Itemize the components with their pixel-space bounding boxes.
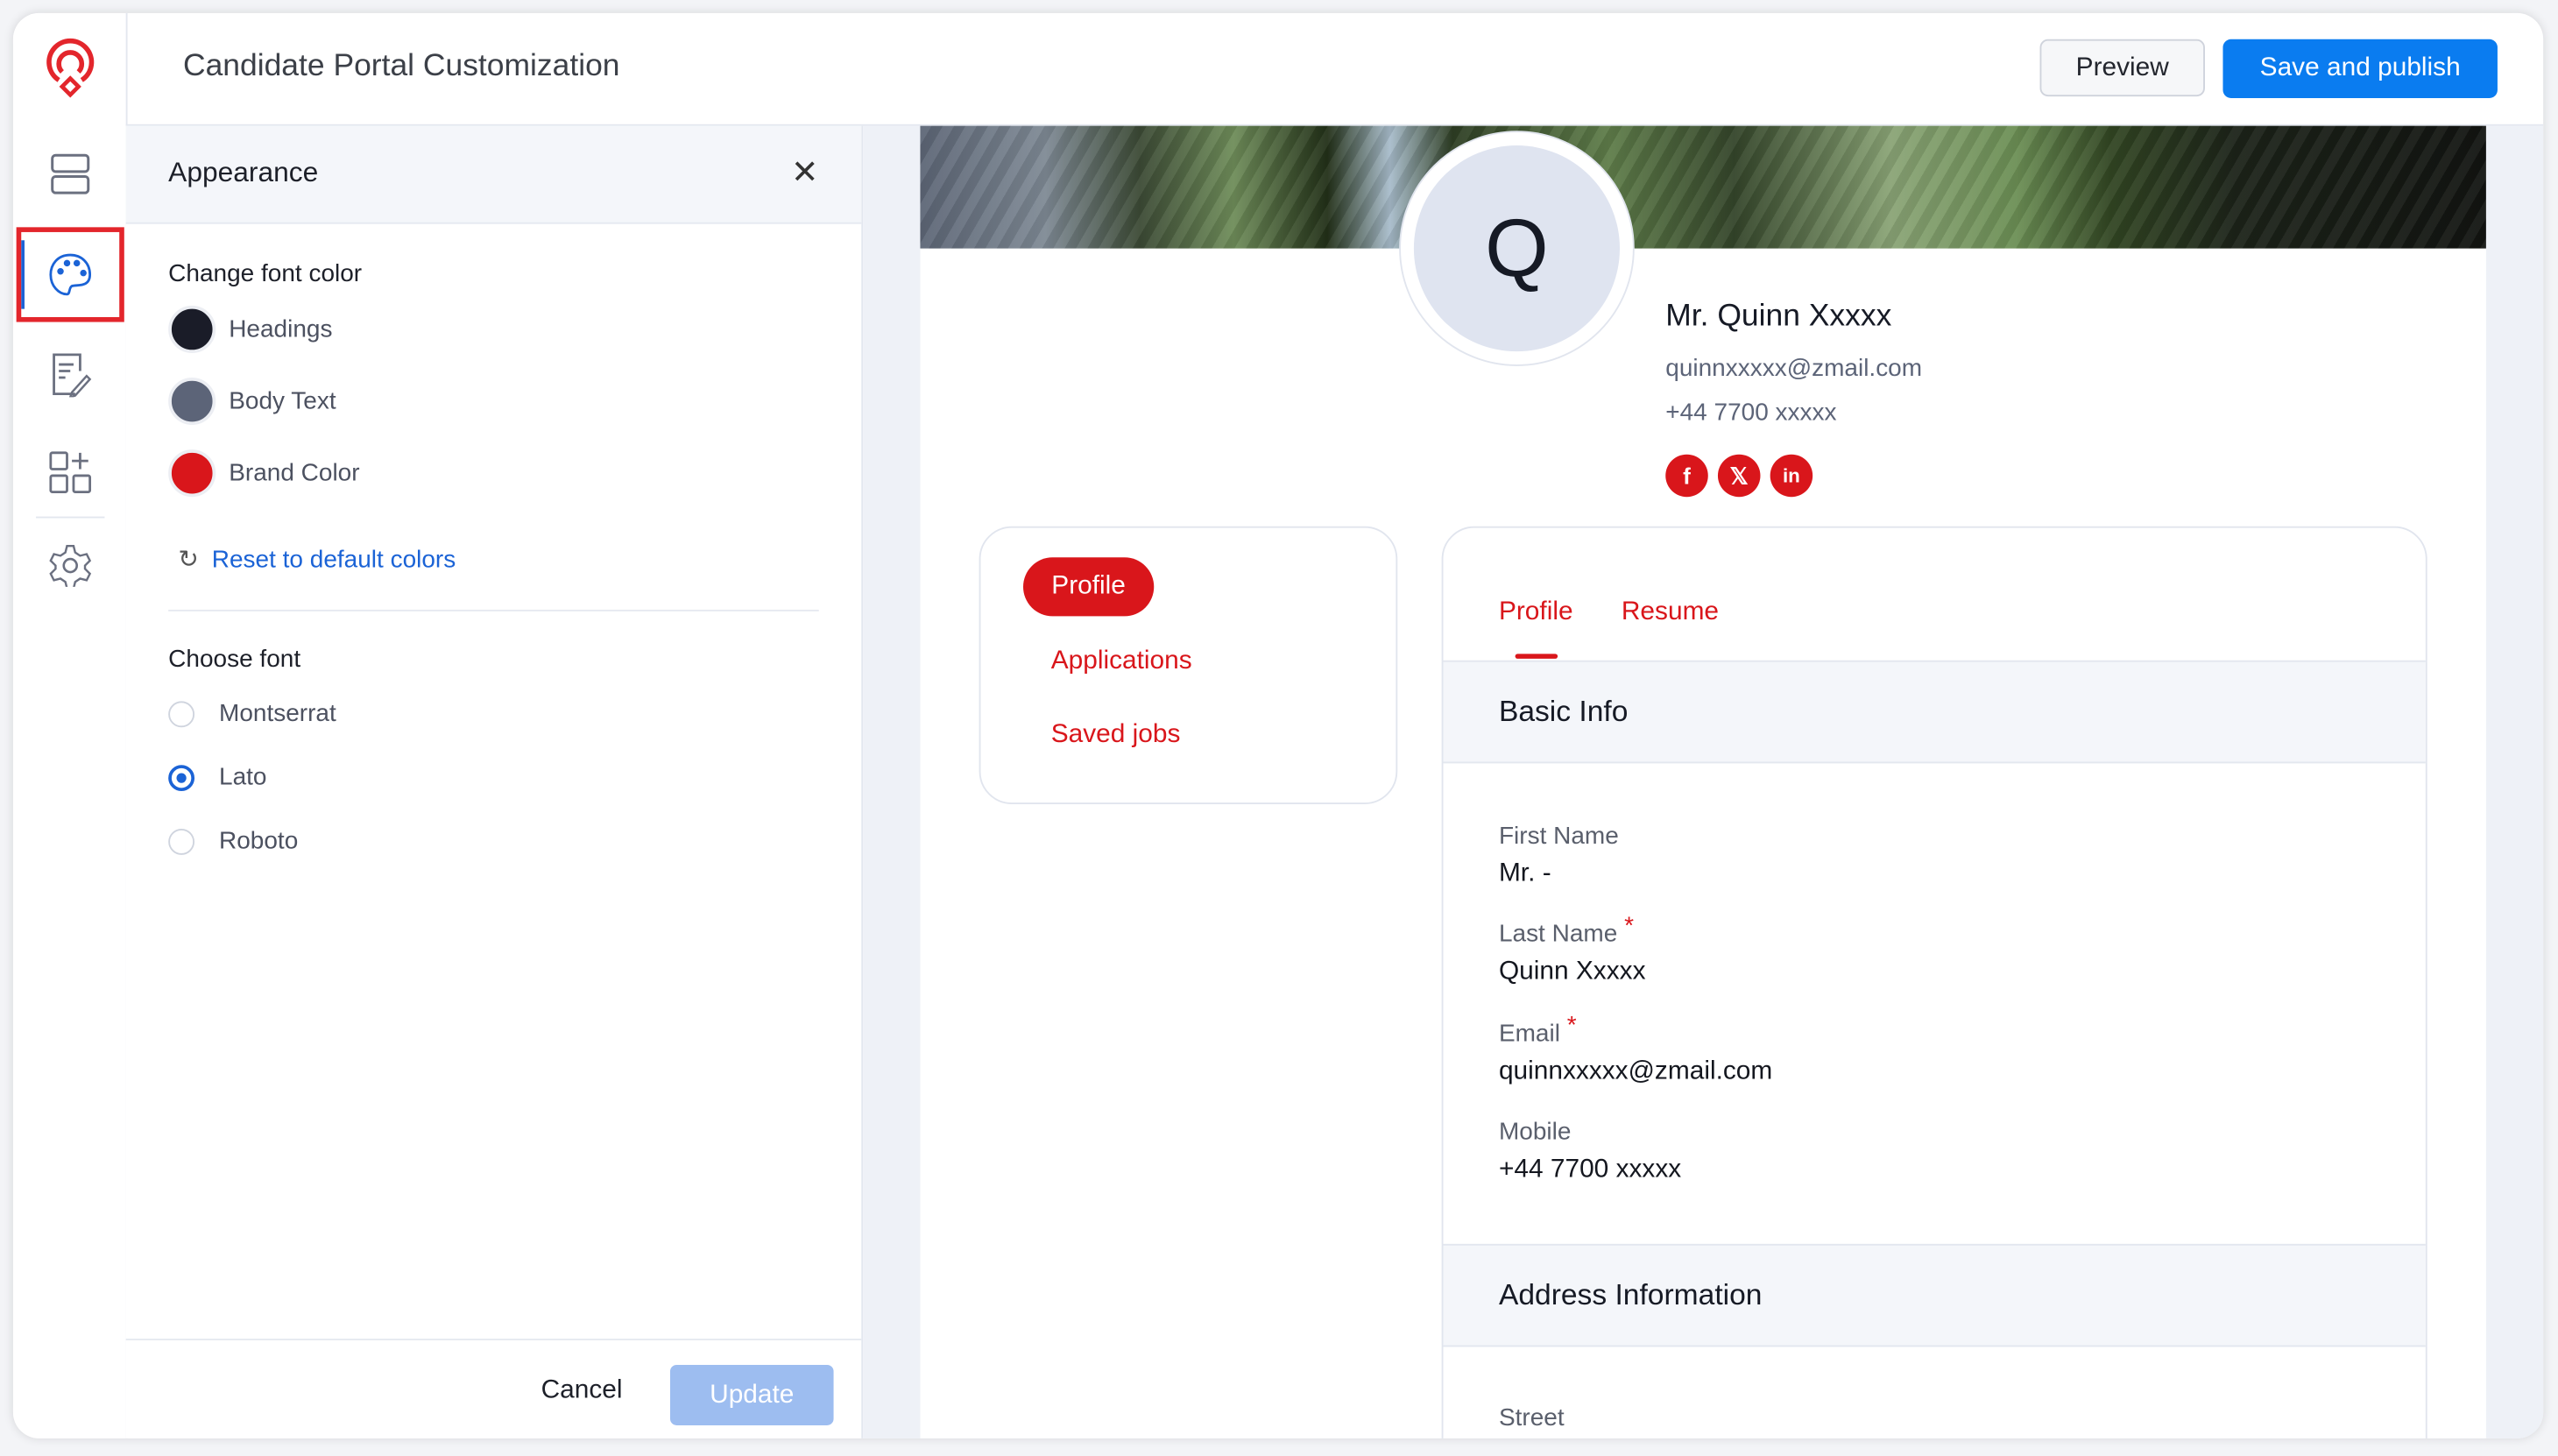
field-value-email: quinnxxxxx@zmail.com	[1498, 1057, 1773, 1085]
radio-button[interactable]	[168, 828, 195, 855]
color-swatch[interactable]	[168, 449, 216, 498]
page-title: Candidate Portal Customization	[182, 48, 620, 84]
portal-preview: Q Mr. Quinn Xxxxx quinnxxxxx@zmail.com +…	[863, 125, 2544, 1438]
font-heading: Choose font	[168, 645, 301, 674]
tab-resume[interactable]: Resume	[1621, 597, 1720, 626]
candidate-email: quinnxxxxx@zmail.com	[1665, 354, 1923, 383]
social-links: f 𝕏 in	[1665, 454, 1813, 498]
color-label: Brand Color	[229, 459, 360, 488]
avatar-initial: Q	[1413, 145, 1621, 352]
section-title: Address Information	[1498, 1278, 1763, 1311]
profile-page: Q Mr. Quinn Xxxxx quinnxxxxx@zmail.com +…	[920, 125, 2486, 1438]
save-and-publish-button[interactable]: Save and publish	[2222, 39, 2498, 98]
color-swatch[interactable]	[168, 305, 216, 354]
field-value-last-name: Quinn Xxxxx	[1498, 958, 1646, 986]
appearance-panel: Appearance ✕ Change font color Headings …	[125, 125, 864, 1438]
font-color-heading: Change font color	[168, 259, 363, 288]
nav-item-applications[interactable]: Applications	[1050, 647, 1192, 675]
candidate-name: Mr. Quinn Xxxxx	[1665, 299, 1892, 334]
font-label: Lato	[219, 763, 267, 792]
preview-button[interactable]: Preview	[2039, 39, 2205, 97]
nav-item-profile[interactable]: Profile	[1022, 557, 1155, 617]
field-label-mobile: Mobile	[1498, 1118, 1572, 1146]
update-button[interactable]: Update	[669, 1364, 834, 1425]
left-rail	[12, 12, 128, 1438]
radio-button[interactable]	[168, 701, 195, 728]
field-label-last-name: Last Name *	[1498, 912, 1634, 949]
profile-nav: Profile Applications Saved jobs	[979, 526, 1398, 804]
facebook-icon[interactable]: f	[1665, 454, 1708, 498]
layout-icon[interactable]	[13, 128, 126, 223]
basic-info-section-header: Basic Info	[1443, 660, 2426, 764]
required-mark: *	[1624, 912, 1634, 940]
candidate-phone: +44 7700 xxxxx	[1665, 399, 1837, 427]
app-window: Candidate Portal Customization Preview S…	[12, 12, 2544, 1438]
profile-details-card: Profile Resume Basic Info First Name Mr.…	[1441, 526, 2427, 1438]
required-mark: *	[1566, 1011, 1577, 1040]
field-label-street: Street	[1498, 1403, 1565, 1432]
field-label-email: Email *	[1498, 1012, 1577, 1048]
tab-profile[interactable]: Profile	[1498, 597, 1573, 626]
reset-label: Reset to default colors	[211, 545, 456, 573]
radio-button-selected[interactable]	[168, 765, 195, 792]
refresh-icon: ↻	[178, 546, 199, 574]
address-section-header: Address Information	[1443, 1243, 2426, 1347]
palette-icon[interactable]	[16, 227, 124, 322]
top-bar: Candidate Portal Customization Preview S…	[125, 13, 2544, 126]
settings-icon[interactable]	[13, 518, 126, 612]
divider	[168, 609, 819, 611]
cancel-button[interactable]: Cancel	[541, 1376, 623, 1404]
rail-divider	[36, 516, 105, 519]
panel-title: Appearance	[168, 157, 319, 188]
cover-image	[920, 125, 2486, 249]
close-icon[interactable]: ✕	[791, 155, 819, 192]
color-swatch[interactable]	[168, 377, 216, 426]
reset-colors-link[interactable]: ↻ Reset to default colors	[178, 544, 456, 574]
field-value-mobile: +44 7700 xxxxx	[1498, 1156, 1682, 1184]
section-title: Basic Info	[1498, 694, 1629, 728]
nav-item-saved-jobs[interactable]: Saved jobs	[1050, 720, 1181, 749]
label-text: Email	[1498, 1020, 1560, 1048]
x-icon[interactable]: 𝕏	[1717, 454, 1761, 498]
add-widget-icon[interactable]	[13, 425, 126, 519]
footer-divider	[125, 1339, 862, 1340]
label-text: Last Name	[1498, 920, 1618, 949]
logo-icon	[13, 21, 126, 116]
field-value-first-name: Mr. -	[1498, 859, 1551, 888]
color-label: Headings	[229, 315, 333, 343]
field-label-first-name: First Name	[1498, 822, 1619, 851]
linkedin-icon[interactable]: in	[1770, 454, 1813, 498]
active-tab-indicator	[1515, 654, 1558, 659]
avatar: Q	[1399, 131, 1635, 366]
font-label: Montserrat	[219, 699, 336, 728]
font-label: Roboto	[219, 827, 299, 855]
form-edit-icon[interactable]	[13, 327, 126, 421]
panel-header: Appearance ✕	[125, 125, 862, 224]
color-label: Body Text	[229, 387, 336, 415]
